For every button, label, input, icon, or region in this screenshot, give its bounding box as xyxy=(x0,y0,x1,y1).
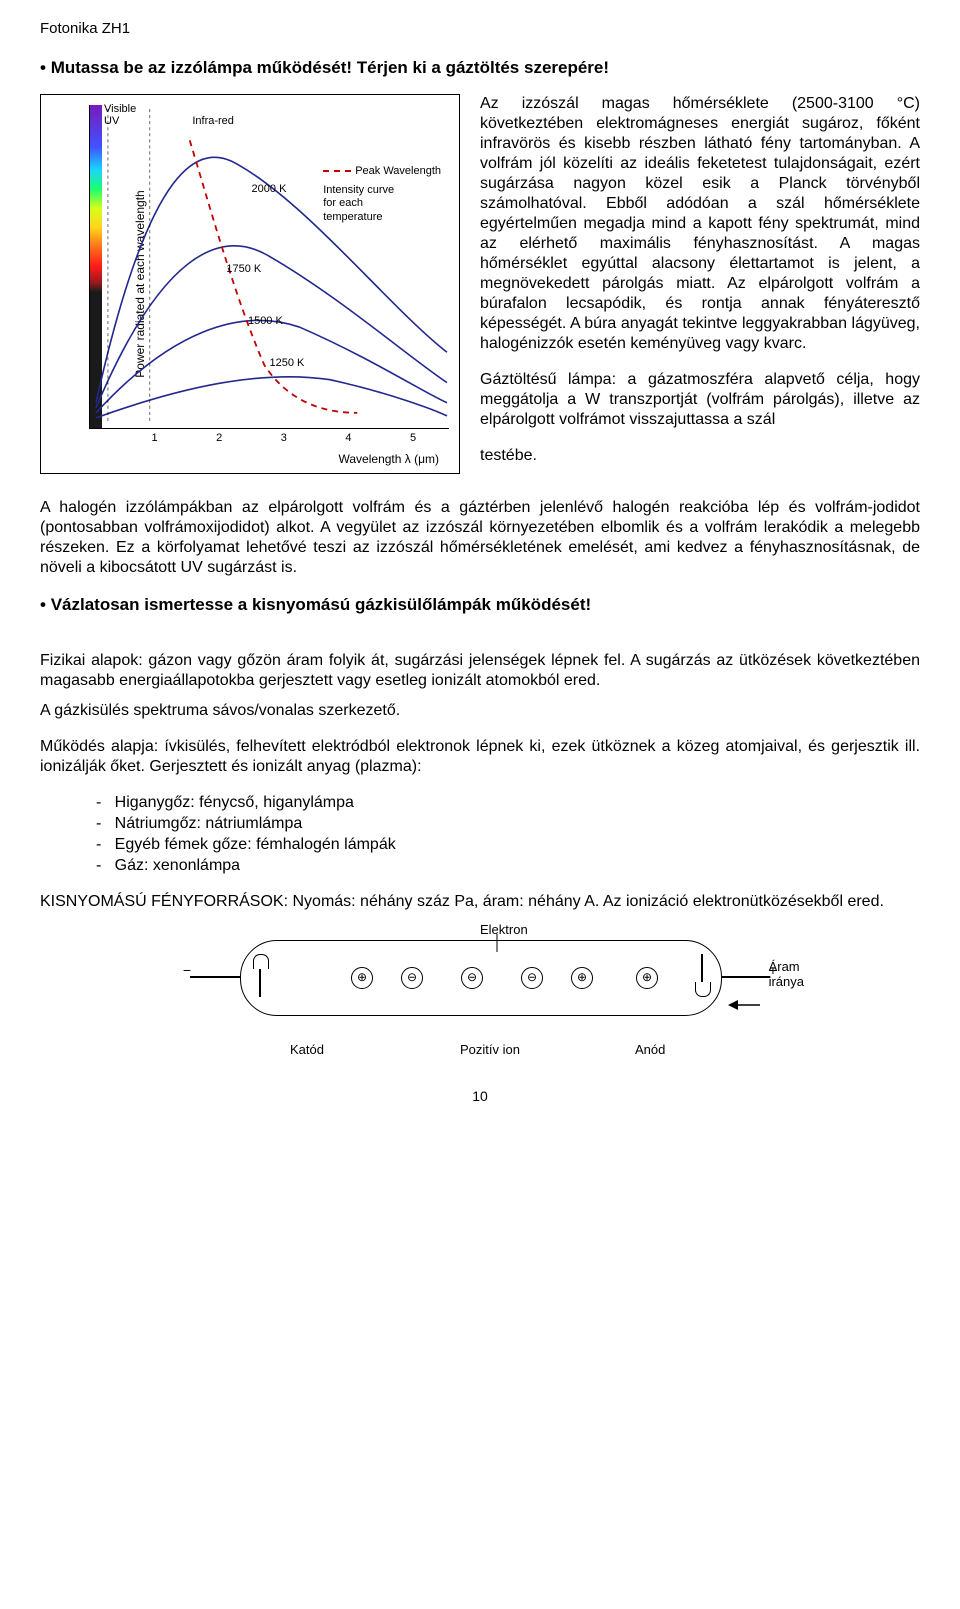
discharge-tube-diagram: − + ⊕⊖⊖⊖⊕⊕ Elektron Katód Pozitív ion An… xyxy=(180,928,780,1058)
list-item-text: Higanygőz: fénycső, higanylámpa xyxy=(115,794,354,811)
list-item-text: Gáz: xenonlámpa xyxy=(115,857,240,874)
chart-frame: Power radiated at each wavelength Wavele… xyxy=(40,94,460,474)
temp-label-1250k: 1250 K xyxy=(270,357,305,371)
list-item: - Egyéb fémek gőze: fémhalogén lámpák xyxy=(96,835,920,855)
temp-label-2000k: 2000 K xyxy=(252,183,287,197)
q2-paragraph-2: A gázkisülés spektruma sávos/vonalas sze… xyxy=(40,701,920,721)
label-anode: Anód xyxy=(635,1042,665,1058)
q2-paragraph-4: KISNYOMÁSÚ FÉNYFORRÁSOK: Nyomás: néhány … xyxy=(40,892,920,912)
chart-curves-svg xyxy=(90,105,449,428)
anode-electrode xyxy=(695,954,709,1002)
curve-1250k xyxy=(96,377,447,418)
label-positive-ion: Pozitív ion xyxy=(460,1042,520,1058)
list-item: - Nátriumgőz: nátriumlámpa xyxy=(96,814,920,834)
list-item: - Gáz: xenonlámpa xyxy=(96,856,920,876)
q1-gastext: Gáztöltésű lámpa: a gázatmoszféra alapve… xyxy=(480,371,920,428)
page-header: Fotonika ZH1 xyxy=(40,20,920,39)
electron-icon: ⊖ xyxy=(521,967,543,989)
xtick-5: 5 xyxy=(410,432,416,446)
xtick-1: 1 xyxy=(152,432,158,446)
list-item: - Higanygőz: fénycső, higanylámpa xyxy=(96,793,920,813)
chart-plot-area: Visible UV Infra-red Peak Wavelength Int… xyxy=(89,105,449,429)
temp-label-1750k: 1750 K xyxy=(226,263,261,277)
document-page: Fotonika ZH1 Mutassa be az izzólámpa műk… xyxy=(0,0,960,1146)
list-item-text: Egyéb fémek gőze: fémhalogén lámpák xyxy=(115,836,396,853)
q2-list: - Higanygőz: fénycső, higanylámpa - Nátr… xyxy=(40,793,920,876)
xtick-3: 3 xyxy=(281,432,287,446)
list-item-text: Nátriumgőz: nátriumlámpa xyxy=(115,815,303,832)
electron-icon: ⊖ xyxy=(401,967,423,989)
positive-ion-icon: ⊕ xyxy=(636,967,658,989)
xtick-4: 4 xyxy=(345,432,351,446)
q1-paragraph-3: A halogén izzólámpákban az elpárolgott v… xyxy=(40,498,920,578)
label-cathode: Katód xyxy=(290,1042,324,1058)
discharge-tube: ⊕ ⊖ ⊖ ⊖ ⊕ ⊕ xyxy=(240,940,722,1016)
current-arrow-icon xyxy=(728,998,762,1012)
question-1-body: Power radiated at each wavelength Wavele… xyxy=(40,94,920,578)
terminal-minus: − xyxy=(180,964,194,978)
positive-ion-icon: ⊕ xyxy=(571,967,593,989)
lead-right xyxy=(720,976,770,978)
page-number: 10 xyxy=(40,1088,920,1106)
electron-pointer-icon xyxy=(490,934,504,956)
temp-label-1500k: 1500 K xyxy=(248,315,283,329)
chart-x-axis-label: Wavelength λ (μm) xyxy=(339,452,440,467)
xtick-2: 2 xyxy=(216,432,222,446)
lead-left xyxy=(190,976,240,978)
question-1-heading: Mutassa be az izzólámpa működését! Térje… xyxy=(40,57,920,78)
label-current-direction: Áram iránya xyxy=(769,960,804,989)
cathode-electrode xyxy=(253,954,267,1002)
q2-paragraph-1: Fizikai alapok: gázon vagy gőzön áram fo… xyxy=(40,651,920,691)
positive-ion-icon: ⊕ xyxy=(351,967,373,989)
electron-icon: ⊖ xyxy=(461,967,483,989)
blackbody-chart: Power radiated at each wavelength Wavele… xyxy=(40,94,460,474)
peak-wavelength-curve xyxy=(190,140,358,413)
q2-paragraph-3: Működés alapja: ívkisülés, felhevített e… xyxy=(40,737,920,777)
question-2-heading: Vázlatosan ismertesse a kisnyomású gázki… xyxy=(40,594,920,615)
q1-gastext-tail: testébe. xyxy=(480,447,537,464)
